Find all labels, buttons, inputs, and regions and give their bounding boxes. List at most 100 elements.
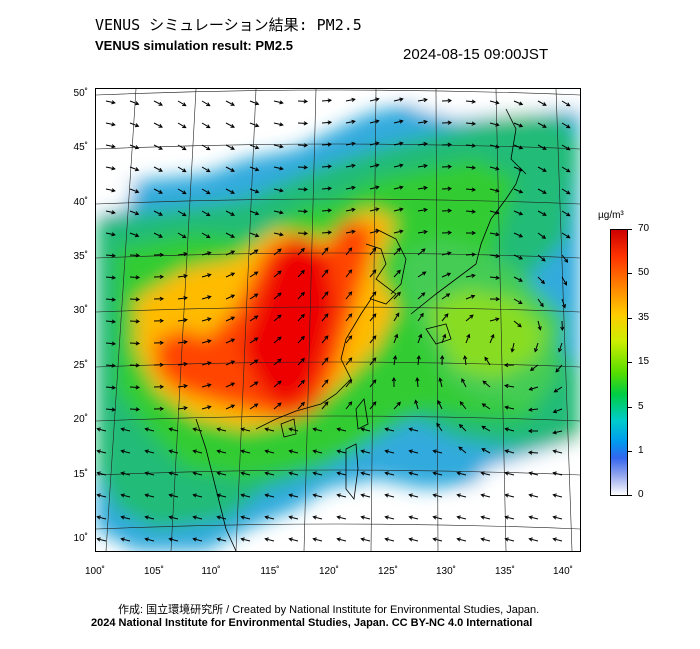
wind-arrowhead [348, 379, 353, 384]
wind-arrow [265, 538, 275, 542]
wind-arrow [249, 381, 258, 388]
wind-arrow [249, 337, 258, 344]
lon-tick-label: 100˚ [84, 566, 105, 577]
wind-arrow [489, 100, 499, 104]
wind-arrowhead [264, 471, 269, 476]
wind-arrow [297, 358, 305, 366]
wind-arrowhead [327, 208, 333, 213]
wind-arrow [129, 364, 140, 366]
wind-arrow [169, 494, 179, 498]
wind-arrow [249, 403, 258, 410]
wind-arrowhead [207, 339, 212, 344]
lat-tick-label: 30˚ [73, 305, 88, 316]
wind-arrowhead [230, 250, 236, 255]
wind-arrowhead [300, 291, 305, 297]
wind-arrowhead [490, 333, 495, 339]
wind-arrow [345, 269, 352, 278]
wind-arrowhead [372, 291, 377, 296]
wind-arrowhead [158, 145, 163, 150]
wind-arrow [369, 379, 377, 388]
wind-arrowhead [216, 427, 221, 432]
wind-arrow [337, 494, 347, 498]
wind-arrowhead [230, 234, 235, 238]
wind-arrowhead [312, 493, 317, 498]
wind-arrow [225, 232, 235, 238]
wind-arrowhead [336, 493, 341, 498]
wind-arrowhead [528, 407, 533, 412]
wind-arrowhead [495, 166, 500, 171]
wind-arrowhead [192, 515, 197, 520]
colorbar-label: 35 [638, 312, 650, 323]
wind-arrowhead [120, 427, 125, 432]
wind-arrowhead [558, 348, 563, 353]
wind-arrow [361, 472, 371, 476]
wind-arrowhead [327, 186, 333, 191]
wind-arrowhead [537, 326, 542, 331]
wind-arrow [409, 472, 419, 476]
wind-arrowhead [206, 124, 211, 129]
wind-arrowhead [111, 253, 117, 258]
wind-arrow [458, 446, 467, 454]
wind-arrowhead [442, 333, 447, 339]
wind-arrow [265, 450, 275, 454]
wind-arrowhead [408, 537, 413, 542]
wind-arrowhead [510, 348, 515, 353]
wind-arrow [369, 186, 379, 190]
title-japanese: VENUS シミュレーション結果: PM2.5 [95, 16, 362, 34]
wind-arrowhead [279, 166, 284, 171]
wind-arrowhead [111, 363, 117, 368]
wind-arrowhead [484, 356, 489, 361]
wind-arrowhead [541, 234, 547, 239]
wind-arrow [297, 122, 308, 124]
wind-arrow [177, 363, 187, 366]
wind-arrowhead [384, 537, 389, 542]
wind-arrow [465, 274, 475, 278]
wind-arrowhead [471, 230, 477, 236]
wind-arrowhead [120, 449, 125, 454]
wind-arrowhead [528, 537, 533, 542]
wind-arrow [489, 254, 499, 257]
wind-arrowhead [324, 401, 329, 406]
wind-arrowhead [408, 449, 413, 454]
wind-arrow [345, 313, 352, 322]
wind-arrowhead [159, 384, 165, 389]
wind-arrowhead [96, 471, 101, 476]
wind-arrow [145, 538, 155, 542]
wind-arrow [415, 400, 419, 410]
wind-arrow [534, 342, 539, 352]
wind-arrowhead [447, 164, 453, 169]
wind-arrowhead [254, 145, 260, 150]
wind-arrowhead [254, 271, 259, 276]
wind-arrowhead [300, 269, 305, 275]
wind-arrow [385, 494, 395, 498]
lon-tick-label: 125˚ [377, 566, 398, 577]
wind-arrowhead [444, 313, 449, 318]
wind-arrow [555, 364, 563, 373]
wind-arrow [177, 166, 186, 173]
wind-arrow [417, 209, 427, 212]
lon-tick-label: 115˚ [260, 566, 280, 577]
wind-arrow [433, 538, 443, 542]
wind-arrowhead [432, 537, 437, 542]
wind-arrow [409, 428, 419, 432]
wind-arrowhead [279, 210, 284, 215]
wind-arrow [177, 407, 187, 410]
wind-arrow [297, 100, 308, 102]
wind-arrow [297, 166, 308, 168]
wind-arrowhead [207, 273, 212, 278]
wind-arrow [249, 210, 259, 215]
wind-arrowhead [495, 232, 500, 237]
wind-arrowhead [518, 211, 524, 216]
wind-arrowhead [495, 296, 501, 302]
wind-arrowhead [504, 427, 509, 432]
wind-arrow [129, 320, 140, 322]
wind-arrowhead [414, 399, 419, 404]
wind-arrowhead [206, 190, 211, 195]
wind-arrow [97, 494, 107, 498]
wind-arrowhead [182, 168, 187, 173]
wind-arrowhead [469, 314, 474, 319]
wind-vectors [96, 97, 571, 542]
wind-arrow [561, 188, 570, 195]
wind-arrowhead [351, 229, 356, 234]
wind-arrow [217, 494, 227, 498]
